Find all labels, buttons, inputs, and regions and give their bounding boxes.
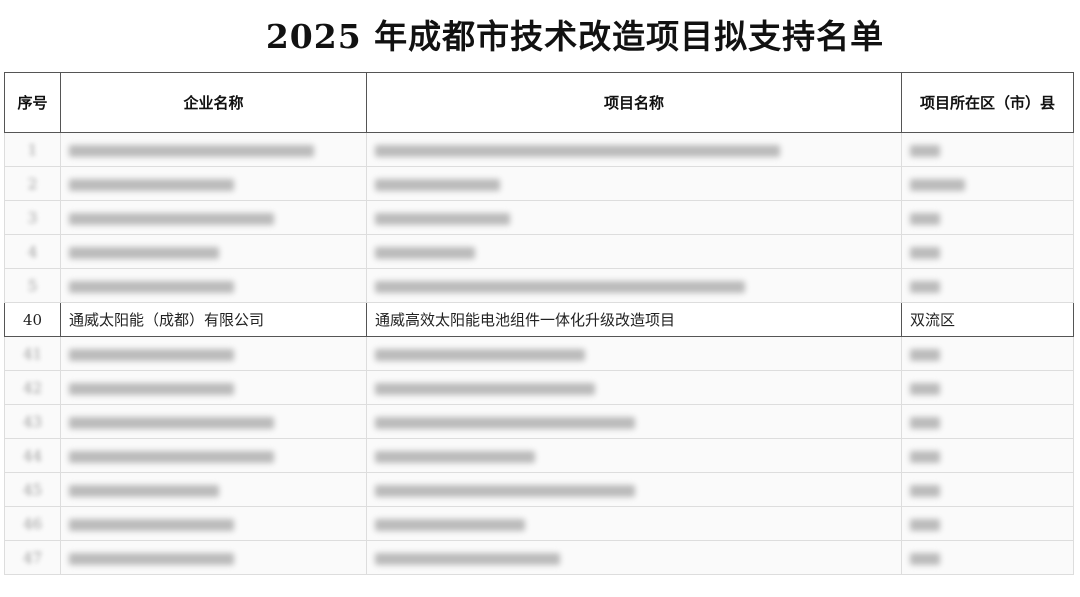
table-row-40: 40 通威太阳能（成都）有限公司 通威高效太阳能电池组件一体化升级改造项目 双流… <box>4 302 1074 337</box>
table-row-blurred: 43 <box>4 404 1074 439</box>
row-district-redacted <box>910 280 940 293</box>
row-seq: 40 <box>4 302 61 337</box>
row-project-redacted <box>375 348 585 361</box>
row-company-redacted <box>69 518 234 531</box>
header-seq: 序号 <box>4 72 61 133</box>
page-title: 2025 年成都市技术改造项目拟支持名单 <box>265 17 885 56</box>
table-row-blurred: 1 <box>4 132 1074 167</box>
table-header-row: 序号 企业名称 项目名称 项目所在区（市）县 <box>4 72 1074 133</box>
row-district: 双流区 <box>901 302 1074 337</box>
table-row-blurred: 46 <box>4 506 1074 541</box>
row-project-redacted <box>375 416 635 429</box>
row-project-redacted <box>375 382 595 395</box>
row-company-redacted <box>69 552 234 565</box>
table-row-blurred: 45 <box>4 472 1074 507</box>
header-company: 企业名称 <box>60 72 367 133</box>
row-district-redacted <box>910 212 940 225</box>
row-project-redacted <box>375 484 635 497</box>
row-seq: 44 <box>22 446 43 465</box>
row-seq: 2 <box>27 174 38 193</box>
row-company-redacted <box>69 144 314 157</box>
row-project-redacted <box>375 246 475 259</box>
row-seq: 42 <box>22 378 43 397</box>
table-row-blurred: 2 <box>4 166 1074 201</box>
row-seq: 47 <box>22 548 43 567</box>
table-row-blurred: 44 <box>4 438 1074 473</box>
row-project-redacted <box>375 450 535 463</box>
row-company-redacted <box>69 280 234 293</box>
row-company-redacted <box>69 450 274 463</box>
row-project-redacted <box>375 144 780 157</box>
row-district-redacted <box>910 450 940 463</box>
row-company-redacted <box>69 382 234 395</box>
row-seq: 46 <box>22 514 43 533</box>
row-company-redacted <box>69 348 234 361</box>
row-seq: 45 <box>22 480 43 499</box>
table-row-blurred: 4 <box>4 234 1074 269</box>
row-project-redacted <box>375 178 500 191</box>
row-company-redacted <box>69 178 234 191</box>
row-company: 通威太阳能（成都）有限公司 <box>60 302 367 337</box>
row-project-redacted <box>375 552 560 565</box>
header-project: 项目名称 <box>366 72 902 133</box>
row-seq: 4 <box>27 242 38 261</box>
row-district-redacted <box>910 416 940 429</box>
row-seq: 43 <box>22 412 43 431</box>
row-district-redacted <box>910 144 940 157</box>
row-company-redacted <box>69 246 219 259</box>
row-seq: 5 <box>27 276 38 295</box>
row-company-redacted <box>69 416 274 429</box>
table-row-blurred: 41 <box>4 336 1074 371</box>
row-project: 通威高效太阳能电池组件一体化升级改造项目 <box>366 302 902 337</box>
row-project-redacted <box>375 280 745 293</box>
header-district: 项目所在区（市）县 <box>901 72 1074 133</box>
row-district-redacted <box>910 552 940 565</box>
row-company-redacted <box>69 484 219 497</box>
row-district-redacted <box>910 178 965 191</box>
row-seq: 41 <box>22 344 43 363</box>
table-row-blurred: 3 <box>4 200 1074 235</box>
row-district-redacted <box>910 518 940 531</box>
row-company-redacted <box>69 212 274 225</box>
row-seq: 1 <box>27 140 38 159</box>
row-district-redacted <box>910 348 940 361</box>
row-project-redacted <box>375 518 525 531</box>
row-district-redacted <box>910 246 940 259</box>
table-row-blurred: 47 <box>4 540 1074 575</box>
row-project-redacted <box>375 212 510 225</box>
row-district-redacted <box>910 382 940 395</box>
table-row-blurred: 5 <box>4 268 1074 303</box>
row-district-redacted <box>910 484 940 497</box>
table-row-blurred: 42 <box>4 370 1074 405</box>
row-seq: 3 <box>27 208 38 227</box>
